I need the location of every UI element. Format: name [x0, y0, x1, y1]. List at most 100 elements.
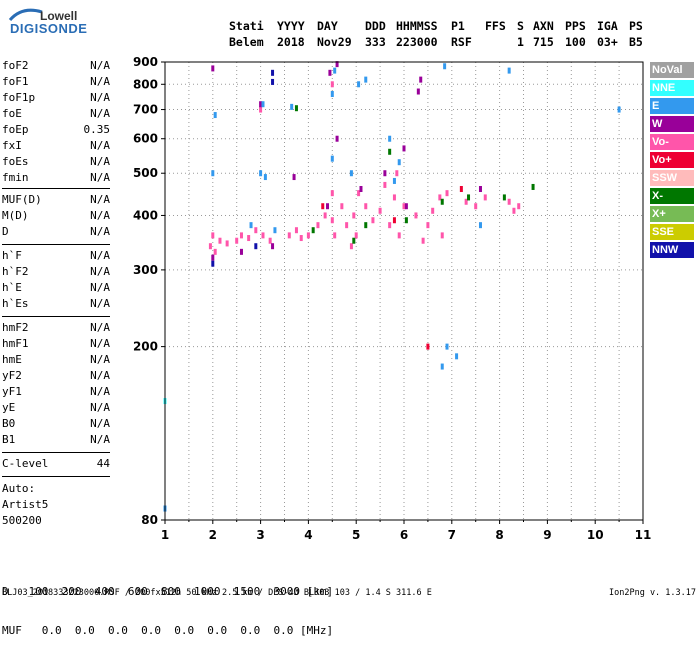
- divider: [2, 244, 110, 245]
- data-point-w: [478, 186, 482, 193]
- data-point-vo: [211, 232, 215, 239]
- param-name: yF1: [2, 385, 22, 398]
- data-point-vo: [459, 186, 463, 193]
- data-point-e: [455, 353, 459, 360]
- data-point-x: [294, 105, 298, 112]
- header-ffs-label: FFS: [485, 19, 506, 33]
- data-point-e: [349, 170, 353, 177]
- param-row: M(D) N/A: [2, 209, 110, 225]
- data-point-vo: [426, 222, 430, 229]
- data-point-vo: [330, 81, 334, 88]
- data-point-vo: [517, 203, 521, 210]
- param-name: foE: [2, 107, 22, 120]
- logo-digisonde: DIGISONDE: [10, 21, 88, 36]
- parameter-panel: foF2 N/A foF1 N/A foF1p N/A foE N/A foEp 0.35…: [2, 59, 110, 481]
- data-point-w: [328, 69, 332, 76]
- header-year-value: 2018: [277, 35, 305, 49]
- data-point-w: [211, 254, 215, 261]
- data-point-vo: [254, 227, 258, 234]
- legend-item-vo: Vo+: [650, 152, 694, 168]
- x-tick-label: 4: [304, 528, 312, 542]
- data-point-e: [213, 112, 217, 119]
- param-value: N/A: [90, 91, 110, 104]
- param-row: h`F N/A: [2, 249, 110, 265]
- data-point-x: [388, 148, 392, 155]
- x-tick-label: 11: [635, 528, 652, 542]
- data-point-e: [249, 222, 253, 229]
- param-name: h`F2: [2, 265, 29, 278]
- param-value: N/A: [90, 297, 110, 310]
- plot-grid: [165, 62, 643, 520]
- data-point-w: [383, 170, 387, 177]
- param-name: B1: [2, 433, 16, 446]
- data-point-vo: [259, 106, 263, 113]
- param-name: B0: [2, 417, 16, 430]
- distance-label: D: [2, 585, 9, 598]
- param-row: foE N/A: [2, 107, 110, 123]
- data-point-vo: [294, 227, 298, 234]
- param-value: N/A: [90, 417, 110, 430]
- data-point-e: [330, 155, 334, 162]
- data-point-vo: [268, 237, 272, 244]
- y-tick-label: 600: [133, 132, 158, 146]
- param-row: MUF(D) N/A: [2, 193, 110, 209]
- param-name: D: [2, 225, 9, 238]
- param-name: fmin: [2, 171, 29, 184]
- data-point-vo: [330, 190, 334, 197]
- data-point-e: [445, 343, 449, 350]
- auto-code: 500200: [2, 514, 42, 527]
- param-value: N/A: [90, 209, 110, 222]
- legend-item-ssw: SSW: [650, 170, 694, 186]
- y-tick-label: 80: [141, 513, 158, 527]
- data-point-vo: [388, 222, 392, 229]
- header-s-label: S: [517, 19, 524, 33]
- data-point-vo: [330, 217, 334, 224]
- data-point-e: [364, 76, 368, 83]
- header-p1-label: P1: [451, 19, 465, 33]
- param-name: h`E: [2, 281, 22, 294]
- logo-lowell: Lowell: [40, 9, 78, 23]
- param-name: foF1p: [2, 91, 36, 104]
- data-point-e: [261, 101, 265, 108]
- version-label: Ion2Png v. 1.3.17: [609, 588, 696, 598]
- data-point-vo: [225, 240, 229, 247]
- param-value: N/A: [90, 281, 110, 294]
- data-point-vo: [402, 203, 406, 210]
- data-point-vo: [371, 217, 375, 224]
- header-row-1: Stati YYYY DAY DDD HHMMSS P1 FFS S AXN P…: [0, 0, 700, 40]
- param-row: foEp 0.35: [2, 123, 110, 139]
- data-point-vo: [431, 207, 435, 214]
- header-ddd-label: DDD: [365, 19, 386, 33]
- data-point-e: [440, 363, 444, 370]
- data-point-vo: [445, 190, 449, 197]
- divider: [2, 316, 110, 317]
- data-point-nnw: [271, 78, 275, 85]
- data-point-vo: [306, 232, 310, 239]
- data-point-w: [419, 76, 423, 83]
- data-point-e: [259, 170, 263, 177]
- data-point-vo: [208, 243, 212, 250]
- param-name: h`Es: [2, 297, 29, 310]
- data-point-x: [404, 217, 408, 224]
- param-value: N/A: [90, 155, 110, 168]
- data-point-e: [290, 103, 294, 110]
- data-point-vo: [213, 248, 217, 255]
- header-row-2: Belem 2018 Nov29 333 223000 RSF 1 715 10…: [0, 0, 700, 50]
- header-year-label: YYYY: [277, 19, 305, 33]
- data-point-vo: [321, 203, 325, 210]
- data-point-e: [507, 67, 511, 74]
- data-point-vo: [316, 222, 320, 229]
- data-point-vo: [247, 235, 251, 242]
- legend-item-nne: NNE: [650, 80, 694, 96]
- data-point-vo: [287, 232, 291, 239]
- param-name: M(D): [2, 209, 29, 222]
- param-name: foEs: [2, 155, 29, 168]
- data-point-nnw: [211, 260, 215, 267]
- data-point-x: [531, 183, 535, 190]
- data-point-w: [259, 101, 263, 108]
- legend-item-e: E: [650, 98, 694, 114]
- data-point-vo: [340, 203, 344, 210]
- legend-item-x: X+: [650, 206, 694, 222]
- param-name: yE: [2, 401, 16, 414]
- legend: NoVal NNE E W Vo- Vo+ SSW X- X+ SSE NNW: [650, 62, 694, 260]
